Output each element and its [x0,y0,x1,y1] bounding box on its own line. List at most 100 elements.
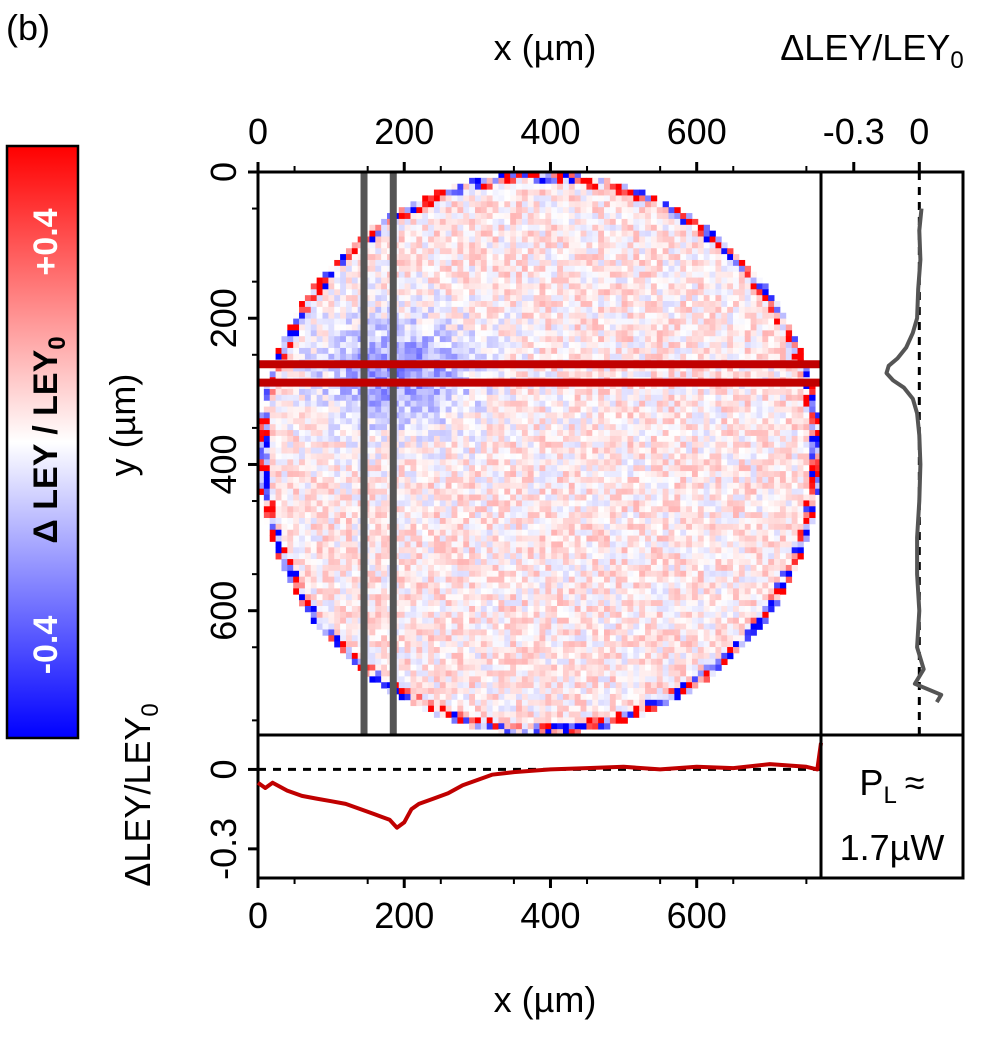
heatmap-cell [351,506,359,513]
heatmap-cell [486,529,493,536]
heatmap-cell [457,605,464,613]
heatmap-cell [598,177,605,185]
heatmap-cell [275,388,282,396]
heatmap-cell [345,629,353,636]
heatmap-cell [428,342,435,349]
heatmap-cell [381,312,388,320]
heatmap-cell [539,699,546,707]
heatmap-cell [439,518,447,525]
heatmap-cell [275,535,282,542]
heatmap-cell [615,318,622,325]
heatmap-cell [498,600,505,607]
heatmap-cell [474,564,482,572]
heatmap-cell [562,641,570,648]
heatmap-cell [574,512,581,519]
heatmap-cell [562,652,570,660]
heatmap-cell [562,512,570,519]
heatmap-cell [486,658,493,666]
heatmap-cell [469,664,476,671]
heatmap-cell [310,418,318,425]
heatmap-cell [492,289,499,296]
heatmap-cell [486,430,493,437]
heatmap-cell [568,652,576,660]
heatmap-cell [439,441,447,449]
heatmap-cell [527,588,535,595]
heatmap-cell [516,218,523,226]
heatmap-cell [433,693,441,701]
heatmap-cell [463,218,470,226]
heatmap-cell [498,605,505,613]
heatmap-cell [433,605,441,613]
heatmap-cell [445,242,452,249]
heatmap-cell [451,588,458,595]
heatmap-cell [310,342,318,349]
heatmap-cell [451,682,458,689]
heatmap-cell [369,277,376,284]
heatmap-cell [422,635,429,642]
heatmap-cell [504,236,511,243]
heatmap-cell [621,371,628,378]
heatmap-cell [586,600,593,607]
heatmap-cell [480,230,488,237]
heatmap-cell [615,207,622,214]
heatmap-cell [275,529,282,536]
heatmap-cell [510,183,517,190]
heatmap-cell [521,564,529,572]
heatmap-cell [316,406,323,413]
heatmap-cell [275,523,282,531]
heatmap-cell [416,693,423,701]
heatmap-cell [527,347,535,355]
heatmap-cell [551,523,558,531]
heatmap-cell [422,529,429,536]
heatmap-cell [322,629,329,636]
heatmap-cell [463,435,470,443]
heatmap-cell [604,201,611,208]
heatmap-cell [457,535,464,542]
heatmap-cell [527,512,535,519]
heatmap-cell [539,424,546,431]
heatmap-cell [521,447,529,454]
heatmap-cell [375,465,382,472]
heatmap-cell [492,594,499,601]
heatmap-cell [410,236,417,243]
heatmap-cell [322,494,329,501]
heatmap-cell [504,471,511,478]
heatmap-cell [433,224,441,232]
heatmap-cell [322,482,329,490]
heatmap-cell [539,388,546,396]
heatmap-cell [445,652,452,660]
heatmap-cell [422,289,429,296]
heatmap-cell [545,482,552,490]
heatmap-cell [381,518,388,525]
heatmap-cell [275,553,282,560]
heatmap-cell [580,388,587,396]
heatmap-cell [492,476,499,484]
heatmap-cell [516,512,523,519]
heatmap-cell [498,177,505,185]
heatmap-cell [428,336,435,343]
heatmap-cell [398,371,406,378]
heatmap-cell [439,388,447,396]
heatmap-cell [574,617,581,624]
heatmap-cell [486,506,493,513]
heatmap-cell [328,306,335,314]
heatmap-cell [492,242,499,249]
heatmap-cell [410,412,417,419]
heatmap-cell [381,594,388,601]
heatmap-cell [281,365,288,372]
heatmap-cell [457,559,464,566]
heatmap-cell [375,623,382,630]
heatmap-cell [521,570,529,578]
heatmap-cell [562,388,570,396]
heatmap-cell [269,459,276,466]
heatmap-cell [551,277,558,284]
heatmap-cell [504,330,511,337]
heatmap-cell [416,594,423,601]
heatmap-cell [328,289,335,296]
heatmap-cell [428,236,435,243]
heatmap-cell [609,412,617,419]
heatmap-cell [521,494,529,501]
heatmap-cell [498,518,505,525]
heatmap-cell [492,388,499,396]
heatmap-cell [304,553,312,560]
